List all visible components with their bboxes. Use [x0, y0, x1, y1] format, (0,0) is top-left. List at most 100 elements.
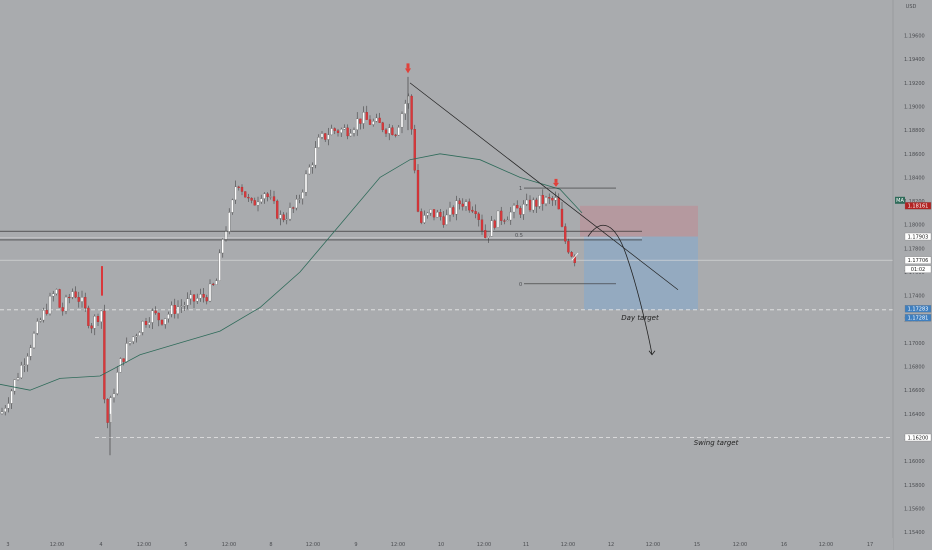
price-badge-value: 1.17706: [908, 258, 929, 264]
candle-down: [413, 129, 416, 171]
x-tick-label: 12:00: [306, 542, 320, 548]
x-tick-label: 12:00: [819, 542, 833, 548]
y-tick-label: 1.16000: [904, 459, 925, 465]
candle-up: [231, 199, 234, 213]
time-axis[interactable]: [0, 538, 893, 550]
candle-down: [528, 199, 532, 211]
candle-down: [442, 216, 445, 225]
candle-up: [109, 397, 112, 423]
candle-up: [362, 112, 365, 124]
price-badge-value: 1.16200: [908, 435, 929, 441]
current-candle-marker: [571, 252, 579, 261]
candle-up: [464, 201, 468, 207]
candle-down: [106, 398, 109, 423]
candle-down: [96, 316, 100, 322]
price-badge-value: 1.17281: [908, 316, 929, 322]
candle-up: [496, 210, 500, 228]
price-badge: [904, 232, 932, 241]
candle-down: [500, 210, 503, 221]
candle-up: [183, 305, 186, 307]
candle-down: [548, 197, 551, 199]
candle-down: [202, 294, 205, 298]
candle-up: [448, 207, 452, 216]
candle-up: [10, 390, 13, 404]
x-tick-label: 5: [184, 542, 187, 548]
candle-up: [42, 310, 45, 321]
candle-down: [144, 321, 148, 325]
sell-arrow-icon-stem: [554, 178, 558, 183]
candle-up: [301, 192, 304, 199]
x-tick-label: 11: [523, 542, 529, 548]
candle-down: [122, 358, 125, 362]
candle-up: [260, 198, 263, 203]
candle-up: [330, 128, 333, 136]
candle-up: [327, 134, 330, 140]
y-tick-label: 1.16800: [904, 365, 925, 371]
y-tick-label: 1.17400: [904, 294, 925, 300]
fib-label-mid: 0.5: [515, 233, 523, 239]
candle-down: [560, 208, 564, 227]
candle-up: [208, 283, 212, 302]
ma-tag: [895, 196, 905, 204]
take-profit-zone: [584, 236, 698, 310]
candle-down: [61, 307, 64, 312]
candle-up: [404, 103, 407, 114]
candle-up: [164, 318, 167, 325]
price-badge: [904, 202, 932, 210]
candle-up: [80, 297, 84, 302]
candle-down: [77, 297, 80, 302]
candle-down: [461, 203, 464, 207]
moving-average-line: [0, 153, 583, 391]
price-axis[interactable]: [893, 0, 932, 550]
x-tick-label: 9: [354, 542, 357, 548]
x-axis-ticks: 3 12:00 4 12:00 5 12:00 8 12:00 9 12:00 10 12:00 11 1…: [6, 542, 873, 548]
candle-down: [292, 207, 295, 209]
candle-up: [39, 319, 42, 322]
candle-down: [157, 312, 160, 321]
candle-up: [426, 212, 429, 216]
candle-up: [263, 193, 266, 199]
candle-down: [346, 127, 349, 137]
candle-down: [484, 230, 487, 238]
candle-down: [240, 186, 244, 192]
candle-down: [247, 196, 250, 199]
y-tick-label: 1.16600: [904, 388, 925, 394]
candle-up: [196, 298, 199, 302]
candle-up: [228, 212, 231, 232]
candle-down: [493, 220, 496, 228]
trend-line: [409, 82, 679, 291]
x-tick-label: 12: [608, 542, 614, 548]
candle-up: [279, 214, 282, 219]
candle-down: [205, 297, 208, 302]
candle-down: [45, 310, 48, 314]
x-tick-label: 12:00: [391, 542, 405, 548]
candle-up: [180, 305, 183, 307]
candle-up: [288, 207, 292, 220]
ma-tag-label: MA: [896, 198, 904, 204]
level-lines: [0, 230, 893, 438]
candle-up: [128, 341, 132, 344]
candle-up: [525, 199, 528, 205]
candle-up: [532, 199, 535, 211]
candle-down: [272, 196, 276, 202]
candle-up: [407, 95, 410, 104]
candle-down: [282, 214, 285, 221]
candle-down: [541, 195, 544, 204]
fib-label-0: 0: [519, 282, 522, 288]
candle-down: [471, 209, 474, 212]
day-target-label: Day target: [621, 314, 659, 322]
candle-up: [221, 239, 224, 254]
price-badge: [904, 314, 932, 322]
candle-up: [295, 199, 298, 209]
candle-down: [244, 191, 247, 198]
price-badge-value: 1.17903: [908, 234, 929, 240]
price-badge-value: 1.18161: [908, 204, 929, 210]
x-tick-label: 12:00: [50, 542, 64, 548]
candle-up: [256, 201, 260, 206]
candle-down: [391, 127, 394, 136]
candle-up: [445, 214, 448, 225]
candle-down: [381, 122, 384, 130]
candle-up: [308, 166, 311, 175]
